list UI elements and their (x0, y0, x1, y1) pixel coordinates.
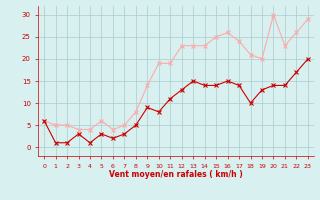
X-axis label: Vent moyen/en rafales ( km/h ): Vent moyen/en rafales ( km/h ) (109, 170, 243, 179)
